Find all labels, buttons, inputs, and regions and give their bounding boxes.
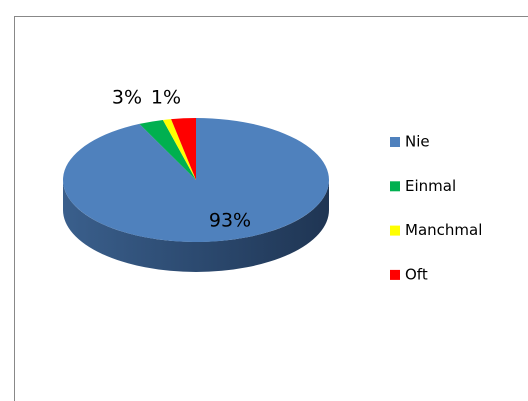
pie-side [63, 180, 329, 272]
pie-slice [63, 118, 330, 242]
legend-swatch [390, 137, 400, 147]
legend-swatch [390, 225, 400, 236]
legend-swatch [390, 181, 400, 192]
data-label: 3% [112, 87, 142, 109]
data-label: 1% [151, 87, 181, 109]
legend-label: Nie [405, 133, 430, 151]
pie-slice [171, 118, 196, 180]
legend-swatch [390, 269, 400, 280]
data-label: 93% [209, 210, 251, 232]
legend: Nie Einmal Manchmal Oft [390, 133, 482, 283]
pie-slice [162, 119, 196, 180]
pie [63, 118, 330, 272]
legend-label: Oft [405, 265, 428, 283]
legend-label: Manchmal [405, 221, 482, 239]
legend-label: Einmal [405, 177, 456, 195]
pie-slice [139, 119, 196, 180]
